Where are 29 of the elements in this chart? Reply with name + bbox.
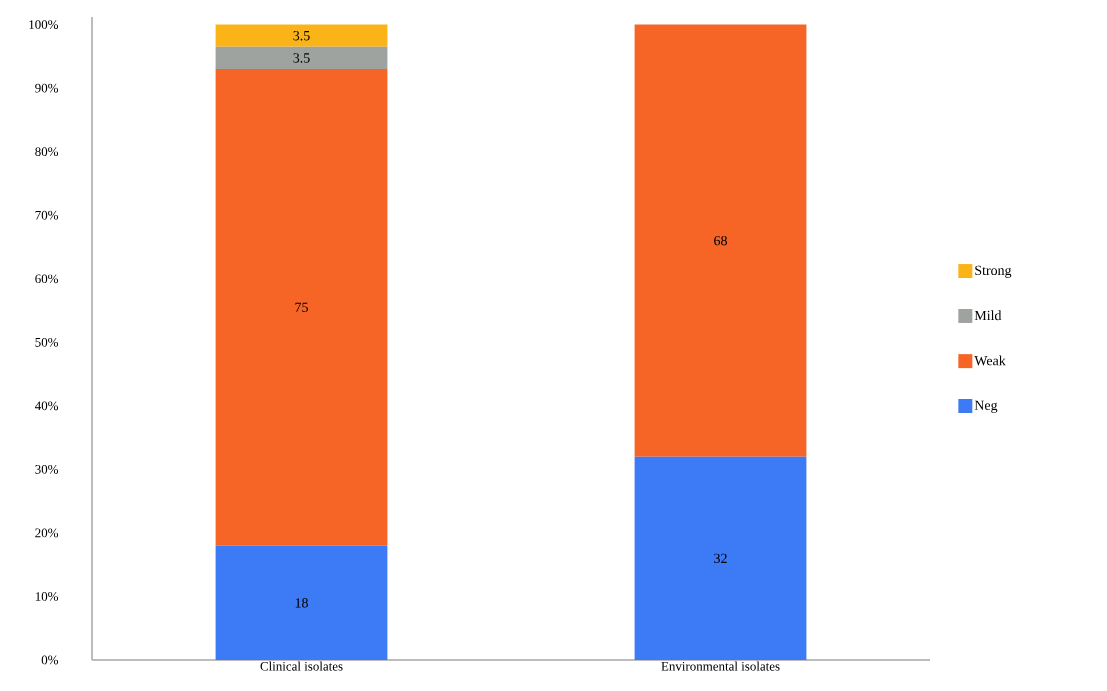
y-tick-label: 50% bbox=[35, 337, 59, 347]
bar bbox=[215, 46, 388, 70]
legend-label: Mild bbox=[974, 310, 1002, 321]
y-tick-label: 70% bbox=[35, 210, 59, 220]
bar bbox=[215, 24, 388, 47]
y-tick-label: 40% bbox=[34, 401, 59, 411]
y-tick-label: 60% bbox=[35, 274, 59, 284]
data-label: 18 bbox=[295, 598, 308, 608]
data-label: 32 bbox=[714, 553, 727, 564]
legend-label: Neg bbox=[974, 400, 998, 413]
y-tick-label: 90% bbox=[35, 83, 59, 93]
y-tick-label: 80% bbox=[35, 147, 59, 157]
legend-label: Weak bbox=[974, 355, 1006, 366]
bar bbox=[215, 545, 388, 660]
bar bbox=[634, 456, 807, 660]
y-tick-label: 0% bbox=[41, 655, 59, 665]
y-tick-label: 20% bbox=[35, 528, 59, 538]
y-tick-label: 100% bbox=[29, 20, 59, 29]
bar bbox=[215, 69, 388, 546]
legend-label: Strong bbox=[975, 265, 1012, 278]
data-label: 3.5 bbox=[293, 53, 310, 63]
data-label: 68 bbox=[714, 235, 727, 246]
bar bbox=[634, 24, 807, 457]
data-label: 75 bbox=[295, 302, 308, 312]
data-label: 3.5 bbox=[293, 31, 310, 41]
y-tick-label: 30% bbox=[35, 465, 59, 474]
x-tick-label: Clinical isolates bbox=[260, 661, 343, 671]
x-tick-label: Environmental isolates bbox=[661, 661, 780, 671]
y-tick-label: 10% bbox=[35, 592, 59, 601]
